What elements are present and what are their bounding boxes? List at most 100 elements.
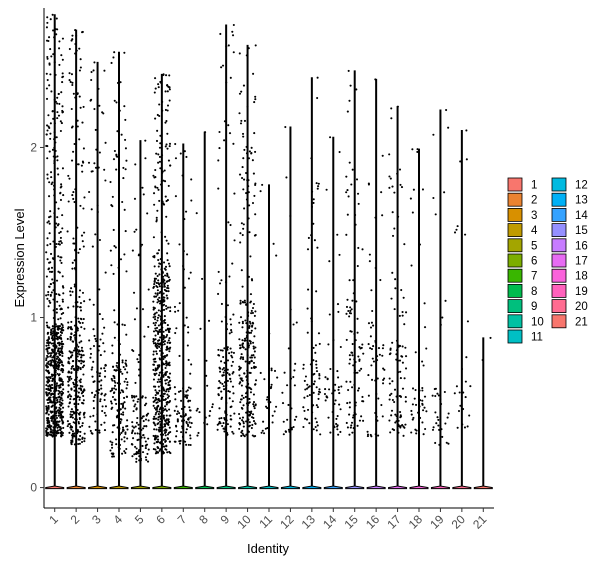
data-point [98, 238, 101, 242]
data-point [345, 380, 348, 383]
data-point [117, 407, 121, 410]
data-point [252, 172, 255, 175]
data-point [155, 372, 158, 375]
data-point [464, 233, 467, 236]
data-point [81, 402, 84, 405]
data-point [223, 120, 226, 123]
data-point [70, 326, 73, 329]
data-point [339, 345, 342, 349]
data-point [242, 188, 245, 191]
data-point [187, 277, 190, 280]
data-point [155, 411, 158, 414]
data-point [157, 300, 161, 303]
data-point [147, 325, 150, 328]
data-point [423, 326, 427, 329]
data-point [220, 302, 223, 306]
data-point [134, 163, 137, 166]
data-point [58, 344, 61, 347]
x-tick-label: 3 [89, 512, 104, 527]
data-point [91, 366, 94, 369]
data-point [347, 195, 350, 198]
data-point [114, 398, 117, 401]
data-point [241, 432, 244, 435]
legend-key-10 [507, 314, 523, 329]
data-point [312, 428, 315, 431]
data-point [182, 439, 185, 442]
data-point [249, 412, 252, 415]
data-point [178, 440, 181, 443]
data-point [74, 347, 77, 350]
data-point [389, 177, 392, 180]
data-point [142, 193, 145, 196]
data-point [61, 227, 64, 230]
data-point [145, 458, 148, 461]
data-point [141, 186, 144, 189]
data-point [46, 145, 49, 148]
data-point [83, 416, 86, 419]
data-point [89, 415, 92, 418]
data-point [51, 110, 54, 113]
data-point [400, 289, 403, 292]
data-point [162, 73, 165, 77]
data-point [109, 449, 112, 452]
data-point [462, 391, 465, 394]
data-point [69, 294, 72, 297]
data-point [78, 349, 81, 352]
data-point [111, 446, 114, 449]
data-point [118, 343, 121, 346]
data-point [165, 401, 168, 404]
data-point [156, 319, 159, 322]
data-point [185, 428, 188, 431]
data-point [156, 451, 159, 454]
data-point [83, 432, 86, 435]
data-point [138, 374, 141, 377]
data-point [46, 16, 49, 19]
data-point [226, 304, 229, 307]
data-point [59, 317, 62, 320]
legend-label-9: 9 [531, 301, 537, 313]
data-point [262, 420, 265, 423]
data-point [168, 384, 171, 387]
data-point [78, 353, 81, 356]
data-point [238, 338, 241, 341]
data-point [165, 429, 168, 432]
data-point [49, 242, 52, 246]
data-point [241, 326, 244, 329]
data-point [51, 359, 54, 362]
data-point [239, 232, 242, 235]
data-point [254, 98, 257, 101]
data-point [390, 392, 393, 395]
data-point [331, 410, 334, 414]
data-point [231, 34, 235, 37]
data-point [220, 397, 223, 401]
data-point [111, 195, 114, 198]
data-point [168, 372, 172, 375]
data-point [48, 222, 51, 225]
data-point [123, 401, 126, 404]
data-point [161, 309, 164, 312]
data-point [116, 361, 119, 365]
data-point [218, 282, 222, 285]
data-point [459, 404, 462, 407]
data-point [372, 360, 375, 363]
data-point [56, 350, 59, 353]
data-point [270, 369, 273, 372]
data-point [316, 246, 319, 249]
data-point [245, 385, 248, 388]
data-point [348, 161, 351, 164]
data-point [100, 392, 103, 395]
data-point [382, 367, 385, 370]
data-point [308, 393, 311, 397]
data-point [61, 326, 64, 329]
data-point [49, 301, 52, 304]
data-point [390, 297, 393, 300]
data-point [186, 394, 189, 397]
data-point [144, 139, 147, 142]
data-point [411, 403, 414, 406]
data-point [48, 232, 51, 235]
data-point [166, 341, 169, 344]
data-point [250, 312, 253, 315]
data-point [111, 455, 114, 458]
data-point [414, 403, 418, 406]
data-point [396, 105, 399, 108]
